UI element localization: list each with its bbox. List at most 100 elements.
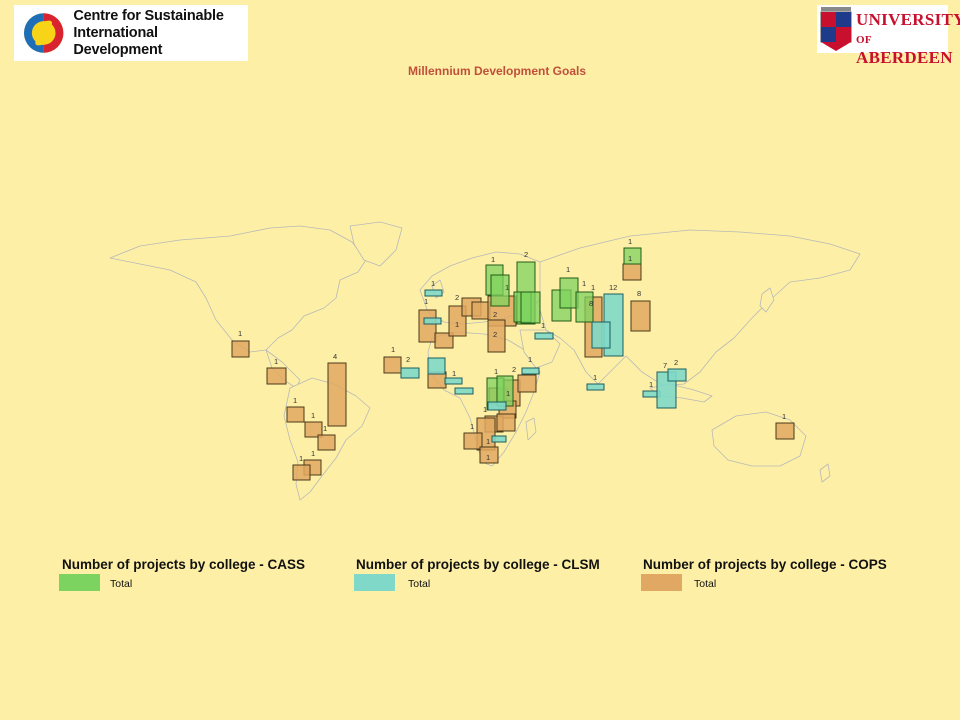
project-count-label: 1 xyxy=(311,411,315,420)
project-count-label: 1 xyxy=(494,367,498,376)
project-count-label: 1 xyxy=(486,437,490,446)
legend-swatch-clsm xyxy=(354,574,395,591)
aberdeen-logo-line1: UNIVERSITY xyxy=(856,10,960,29)
project-count-label: 2 xyxy=(512,365,516,374)
japan-outline xyxy=(759,287,775,313)
north-america-outline xyxy=(109,225,367,353)
greenland-outline xyxy=(349,221,403,267)
legend-cass: Number of projects by college - CASS Tot… xyxy=(59,557,306,591)
project-count-label: 2 xyxy=(493,310,497,319)
clsm-project-box xyxy=(591,321,611,349)
project-count-label: 2 xyxy=(524,250,528,259)
cops-project-box xyxy=(383,356,402,374)
project-count-label: 1 xyxy=(566,265,570,274)
project-count-label: 1 xyxy=(628,237,632,246)
cops-project-box xyxy=(622,263,642,281)
legend-swatch-cass xyxy=(59,574,100,591)
project-count-label: 7 xyxy=(663,361,667,370)
cops-project-box xyxy=(496,413,516,432)
clsm-project-box xyxy=(487,401,507,411)
project-count-label: 1 xyxy=(452,369,456,378)
clsm-project-box xyxy=(667,368,687,382)
project-count-label: 1 xyxy=(541,321,545,330)
cops-project-box xyxy=(292,464,311,481)
cass-project-box xyxy=(559,277,579,309)
legend-heading: Number of projects by college - CLSM xyxy=(356,557,600,572)
clsm-project-box xyxy=(454,387,474,395)
cops-project-box xyxy=(471,301,491,320)
aberdeen-crest-icon xyxy=(820,7,852,51)
clsm-project-box xyxy=(400,367,420,379)
project-count-label: 1 xyxy=(431,279,435,288)
cops-project-box xyxy=(317,434,336,451)
cass-project-box xyxy=(520,291,541,324)
csid-logo-line1: Centre for Sustainable xyxy=(73,7,224,24)
legend-cops: Number of projects by college - COPS Tot… xyxy=(641,557,887,591)
cops-project-box xyxy=(479,446,499,464)
project-count-label: 1 xyxy=(424,297,428,306)
legend-label: Total xyxy=(694,578,717,590)
project-count-label: 1 xyxy=(486,453,490,462)
project-count-label: 2 xyxy=(674,358,678,367)
clsm-project-box xyxy=(491,435,507,443)
project-count-label: 1 xyxy=(323,424,327,433)
clsm-project-box xyxy=(534,332,554,340)
africa-outline xyxy=(427,331,541,467)
cops-project-box xyxy=(463,432,483,450)
aberdeen-logo: UNIVERSITY OF ABERDEEN xyxy=(817,5,960,67)
csid-logo-line2: International Development xyxy=(73,24,163,58)
clsm-project-box xyxy=(427,357,446,375)
project-count-label: 8 xyxy=(589,299,593,308)
project-count-label: 1 xyxy=(391,345,395,354)
cass-project-box xyxy=(623,247,642,265)
project-count-label: 1 xyxy=(299,454,303,463)
project-count-label: 1 xyxy=(628,254,632,263)
cops-project-box xyxy=(487,319,506,353)
project-count-label: 1 xyxy=(782,412,786,421)
clsm-project-box xyxy=(424,289,443,297)
project-count-label: 2 xyxy=(493,330,497,339)
project-count-label: 1 xyxy=(293,396,297,405)
legend-clsm: Number of projects by college - CLSM Tot… xyxy=(354,557,600,591)
legend-swatch-cops xyxy=(641,574,682,591)
clsm-project-boxes xyxy=(400,289,687,443)
project-count-label: 12 xyxy=(609,283,617,292)
project-count-label: 1 xyxy=(483,405,487,414)
project-count-label: 1 xyxy=(582,279,586,288)
project-count-label: 1 xyxy=(470,422,474,431)
project-count-label: 2 xyxy=(455,293,459,302)
csid-emblem-icon xyxy=(23,13,64,53)
page-title: Millennium Development Goals xyxy=(407,64,587,78)
aberdeen-logo-line2: OF ABERDEEN xyxy=(856,34,953,67)
cass-project-box xyxy=(490,274,510,307)
project-count-label: 2 xyxy=(406,355,410,364)
madagascar-outline xyxy=(525,417,537,441)
project-count-label: 4 xyxy=(333,352,337,361)
project-count-label: 1 xyxy=(491,255,495,264)
cass-project-box xyxy=(575,291,594,323)
cops-project-box xyxy=(517,374,537,393)
cops-project-box xyxy=(266,367,287,385)
clsm-project-box xyxy=(444,377,463,385)
csid-logo: Centre for Sustainable International Dev… xyxy=(14,5,248,61)
cops-project-box xyxy=(775,422,795,440)
cops-project-box xyxy=(434,332,454,349)
legend-label: Total xyxy=(110,578,133,590)
cops-project-box xyxy=(286,406,305,423)
project-count-label: 1 xyxy=(528,355,532,364)
legend-heading: Number of projects by college - COPS xyxy=(643,557,887,572)
project-count-label: 1 xyxy=(238,329,242,338)
legend-heading: Number of projects by college - CASS xyxy=(62,557,306,572)
project-count-labels: 1 1 4 1 1 1 1 1 1 2 1 1 2 1 1 1 2 1 2 2 … xyxy=(238,237,786,463)
cops-project-box xyxy=(418,309,437,343)
clsm-project-box xyxy=(521,367,540,375)
project-count-label: 1 xyxy=(455,320,459,329)
legend-label: Total xyxy=(408,578,431,590)
project-count-label: 1 xyxy=(649,380,653,389)
clsm-project-box xyxy=(586,383,605,391)
clsm-project-box xyxy=(423,317,442,325)
cops-project-box xyxy=(304,421,323,438)
cops-project-box xyxy=(327,362,347,427)
project-count-label: 8 xyxy=(637,289,641,298)
